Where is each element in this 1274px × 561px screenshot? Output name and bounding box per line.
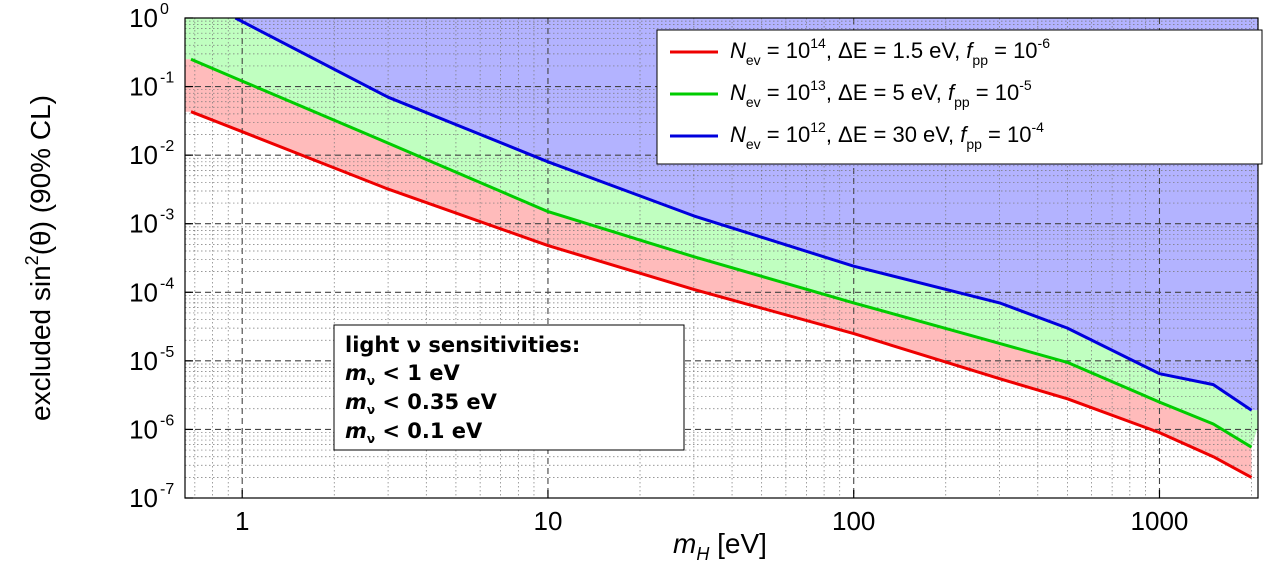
y-tick-exponent: -4 bbox=[160, 275, 174, 292]
annotation-line-blue-text: < 1 eV bbox=[375, 361, 460, 385]
annotation-box bbox=[333, 324, 685, 451]
y-tick-exponent: 0 bbox=[160, 1, 169, 18]
annotation-line-green: mν < 0.35 eV bbox=[345, 390, 498, 417]
y-tick-label: 10 bbox=[129, 209, 158, 239]
y-tick-exponent: -1 bbox=[160, 70, 174, 87]
y-axis-label-sup: 2 bbox=[22, 255, 42, 265]
x-axis-label: mH [eV] bbox=[673, 528, 767, 561]
x-tick-label: 100 bbox=[832, 506, 875, 536]
x-axis-label-main: m bbox=[673, 528, 696, 559]
legend-label-red: Nev = 1014, ΔE = 1.5 eV, fpp = 10-6 bbox=[730, 35, 1050, 68]
y-tick-label: 10 bbox=[129, 414, 158, 444]
axis-ticks: 1 10 100 100010-710-610-510-410-310-210-110… bbox=[129, 1, 1188, 536]
annotation-line-blue-sub: ν bbox=[367, 374, 375, 388]
y-tick-label: 10 bbox=[129, 140, 158, 170]
legend: Nev = 1014, ΔE = 1.5 eV, fpp = 10-6 Nev =… bbox=[656, 29, 1263, 165]
plot-frame bbox=[184, 17, 1259, 499]
y-tick-exponent: -6 bbox=[160, 412, 174, 429]
series-lines bbox=[190, 18, 1253, 479]
annotation-line-green-sub: ν bbox=[367, 403, 375, 417]
x-axis-label-unit: [eV] bbox=[709, 528, 767, 559]
x-tick-label: 1000 bbox=[1131, 506, 1189, 536]
series-line-green bbox=[190, 57, 1253, 449]
y-tick-label: 10 bbox=[129, 346, 158, 376]
sensitivity-annotation: light ν sensitivities: mν < 1 eV mν < 0.… bbox=[333, 324, 685, 451]
y-axis-label: excluded sin2(θ) (90% CL) bbox=[22, 95, 56, 421]
y-tick-label: 10 bbox=[129, 72, 158, 102]
y-tick-label: 10 bbox=[129, 483, 158, 513]
y-tick-exponent: -2 bbox=[160, 138, 174, 155]
annotation-line-green-text: < 0.35 eV bbox=[375, 390, 498, 414]
annotation-line-red-sub: ν bbox=[367, 432, 375, 446]
y-tick-label: 10 bbox=[129, 3, 158, 33]
legend-box bbox=[656, 29, 1263, 165]
legend-label-green: Nev = 1013, ΔE = 5 eV, fpp = 10-5 bbox=[730, 77, 1032, 110]
x-tick-label: 1 bbox=[235, 506, 249, 536]
annotation-line-red: mν < 0.1 eV bbox=[345, 419, 483, 446]
annotation-line-blue-m: m bbox=[345, 361, 367, 385]
series-line-red bbox=[190, 110, 1253, 479]
annotation-line-blue: mν < 1 eV bbox=[345, 361, 460, 388]
annotation-line-red-m: m bbox=[345, 419, 367, 443]
y-tick-label: 10 bbox=[129, 277, 158, 307]
x-axis-label-sub: H bbox=[696, 544, 710, 561]
y-axis-label-main: excluded sin bbox=[25, 265, 56, 421]
legend-label-blue: Nev = 1012, ΔE = 30 eV, fpp = 10-4 bbox=[730, 119, 1044, 152]
annotation-title: light ν sensitivities: bbox=[345, 333, 580, 357]
annotation-line-green-m: m bbox=[345, 390, 367, 414]
series-line-blue bbox=[234, 18, 1253, 412]
y-tick-exponent: -7 bbox=[160, 481, 174, 498]
y-tick-exponent: -3 bbox=[160, 207, 174, 224]
annotation-line-red-text: < 0.1 eV bbox=[375, 419, 483, 443]
y-axis-label-rest: (θ) (90% CL) bbox=[25, 95, 56, 255]
y-tick-exponent: -5 bbox=[160, 344, 174, 361]
x-tick-label: 10 bbox=[534, 506, 563, 536]
